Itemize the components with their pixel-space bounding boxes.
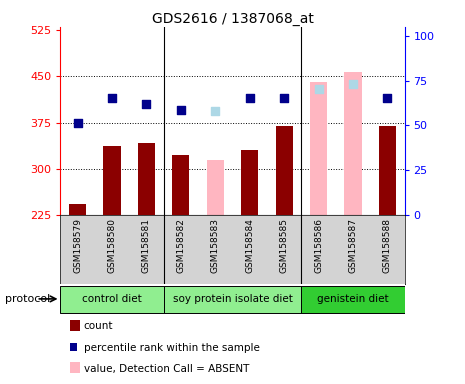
Bar (310, 82, 327, 215)
Bar (276, 126, 293, 215)
Text: GSM158587: GSM158587 (348, 218, 358, 273)
Text: percentile rank within the sample: percentile rank within the sample (84, 343, 259, 353)
Point (349, 81, 357, 87)
Point (143, 101, 150, 107)
Bar (103, 146, 121, 215)
Text: GSM158584: GSM158584 (245, 218, 254, 273)
Text: GSM158583: GSM158583 (211, 218, 220, 273)
Title: GDS2616 / 1387068_at: GDS2616 / 1387068_at (152, 12, 313, 26)
Bar (241, 150, 259, 215)
Text: genistein diet: genistein diet (317, 294, 389, 304)
Text: GSM158580: GSM158580 (107, 218, 117, 273)
Text: GSM158581: GSM158581 (142, 218, 151, 273)
Bar (344, 72, 362, 215)
Text: GSM158586: GSM158586 (314, 218, 323, 273)
Point (108, 95, 116, 101)
Point (280, 95, 288, 101)
Text: value, Detection Call = ABSENT: value, Detection Call = ABSENT (84, 364, 249, 374)
Text: GSM158582: GSM158582 (176, 218, 186, 273)
Text: GSM158579: GSM158579 (73, 218, 82, 273)
Point (212, 108, 219, 114)
Point (177, 107, 185, 113)
Text: control diet: control diet (82, 294, 142, 304)
Bar (60, 286, 164, 313)
Point (74, 119, 81, 126)
Bar (69, 204, 86, 215)
Bar (138, 143, 155, 215)
Point (246, 95, 253, 101)
Point (384, 95, 391, 101)
Text: protocol: protocol (5, 294, 50, 304)
Bar (301, 286, 405, 313)
Point (315, 86, 322, 92)
Bar (379, 126, 396, 215)
Bar (172, 155, 190, 215)
Text: count: count (84, 321, 113, 331)
Bar (206, 159, 224, 215)
Bar (164, 286, 301, 313)
Text: GSM158585: GSM158585 (279, 218, 289, 273)
Text: soy protein isolate diet: soy protein isolate diet (173, 294, 292, 304)
Text: GSM158588: GSM158588 (383, 218, 392, 273)
